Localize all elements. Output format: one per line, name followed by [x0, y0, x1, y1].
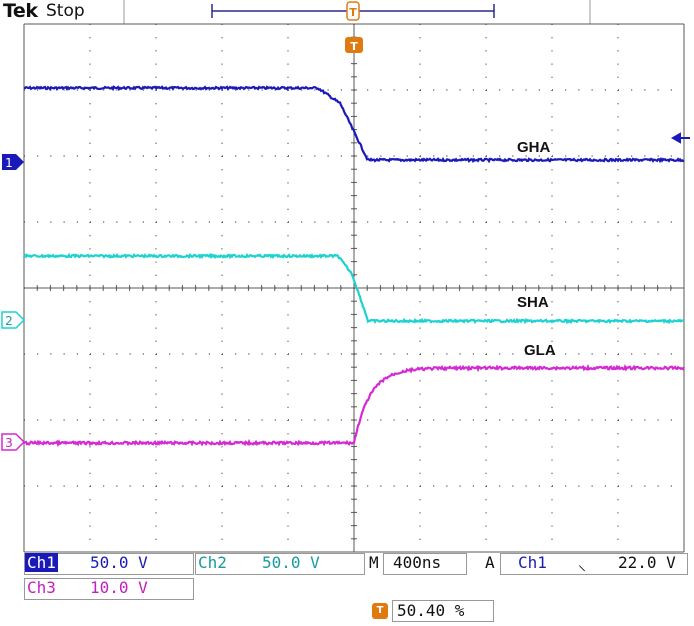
ch1-label: Ch1: [25, 553, 58, 572]
timebase-readout[interactable]: [383, 553, 467, 575]
ch1-readout[interactable]: [24, 553, 194, 575]
ch2-scale: 50.0 V: [262, 553, 320, 572]
acquisition-state: Stop: [46, 1, 85, 21]
trigger-source: Ch1: [518, 553, 547, 572]
svg-text:3: 3: [5, 436, 13, 450]
ch2-readout[interactable]: [195, 553, 365, 575]
graticule: [23, 23, 685, 553]
trace-ch1: [23, 85, 685, 164]
svg-text:1: 1: [5, 156, 13, 170]
top-bar: Tek Stop: [0, 0, 694, 24]
trace-ch2: [23, 252, 685, 325]
trigger-position-value: 50.40 %: [397, 601, 465, 620]
trace-label-gla: GLA: [524, 342, 556, 359]
trace-label-gha: GHA: [517, 139, 551, 156]
ch1-ground-marker[interactable]: 1: [2, 154, 24, 170]
trigger-readout[interactable]: [500, 553, 688, 575]
ch3-readout[interactable]: [24, 578, 194, 600]
brand-logo: Tek: [3, 0, 38, 22]
ch3-scale: 10.0 V: [90, 578, 148, 597]
trace-ch3: [23, 363, 685, 448]
trigger-position-icon: T: [345, 37, 363, 53]
trigger-level: 22.0 V: [618, 553, 676, 572]
svg-text:2: 2: [5, 314, 13, 328]
ch2-label: Ch2: [198, 553, 227, 572]
trace-label-sha: SHA: [517, 294, 549, 311]
trigger-position-icon: T: [372, 603, 388, 619]
timebase-value: 400ns: [393, 553, 442, 572]
ch1-scale: 50.0 V: [90, 553, 148, 572]
ch2-ground-marker[interactable]: 2: [1, 311, 26, 329]
trigger-level-arrow-icon: [670, 132, 690, 144]
ch3-label: Ch3: [27, 578, 56, 597]
trigger-slope-icon: ⸜: [578, 555, 587, 574]
svg-text:T: T: [349, 6, 357, 19]
ch3-ground-marker[interactable]: 3: [1, 433, 26, 451]
timebase-label: M: [369, 553, 379, 572]
record-position-indicator: T: [211, 1, 495, 21]
svg-text:T: T: [350, 40, 358, 53]
trigger-position-readout[interactable]: [392, 600, 494, 622]
trigger-label: A: [485, 553, 495, 572]
